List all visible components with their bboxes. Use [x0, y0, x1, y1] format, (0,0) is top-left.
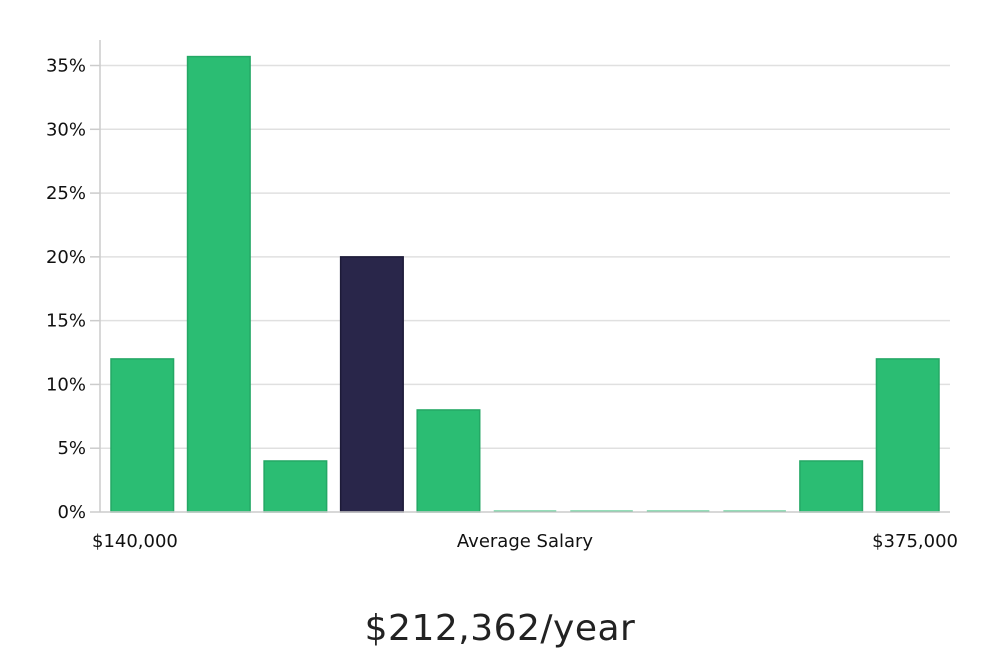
bar: [875, 358, 940, 513]
bar: [110, 358, 175, 513]
y-tick-label: 20%: [46, 247, 86, 268]
bar: [186, 55, 251, 513]
y-tick-label: 15%: [46, 311, 86, 332]
y-tick-label: 35%: [46, 56, 86, 77]
x-start-label: $140,000: [92, 531, 178, 552]
salary-histogram-svg: 0% 5% 10% 15% 20% 25% 30% 35% $140,000 Average …: [46, 40, 958, 552]
x-end-label: $375,000: [872, 531, 958, 552]
y-tick-label: 30%: [46, 119, 86, 140]
average-salary-value: $212,362/year: [364, 608, 636, 649]
bar: [416, 409, 481, 513]
y-tick-label: 10%: [46, 374, 86, 395]
y-tick-label: 0%: [57, 502, 86, 523]
y-tick-label: 5%: [57, 438, 86, 459]
axes: 0% 5% 10% 15% 20% 25% 30% 35%: [46, 40, 950, 523]
bar-highlight: [339, 256, 404, 513]
x-axis-title: Average Salary: [457, 531, 594, 552]
bars: [110, 55, 940, 513]
axis-labels: $140,000 Average Salary $375,000: [92, 531, 958, 552]
bar: [263, 460, 328, 513]
y-tick-label: 25%: [46, 183, 86, 204]
bar: [799, 460, 864, 513]
